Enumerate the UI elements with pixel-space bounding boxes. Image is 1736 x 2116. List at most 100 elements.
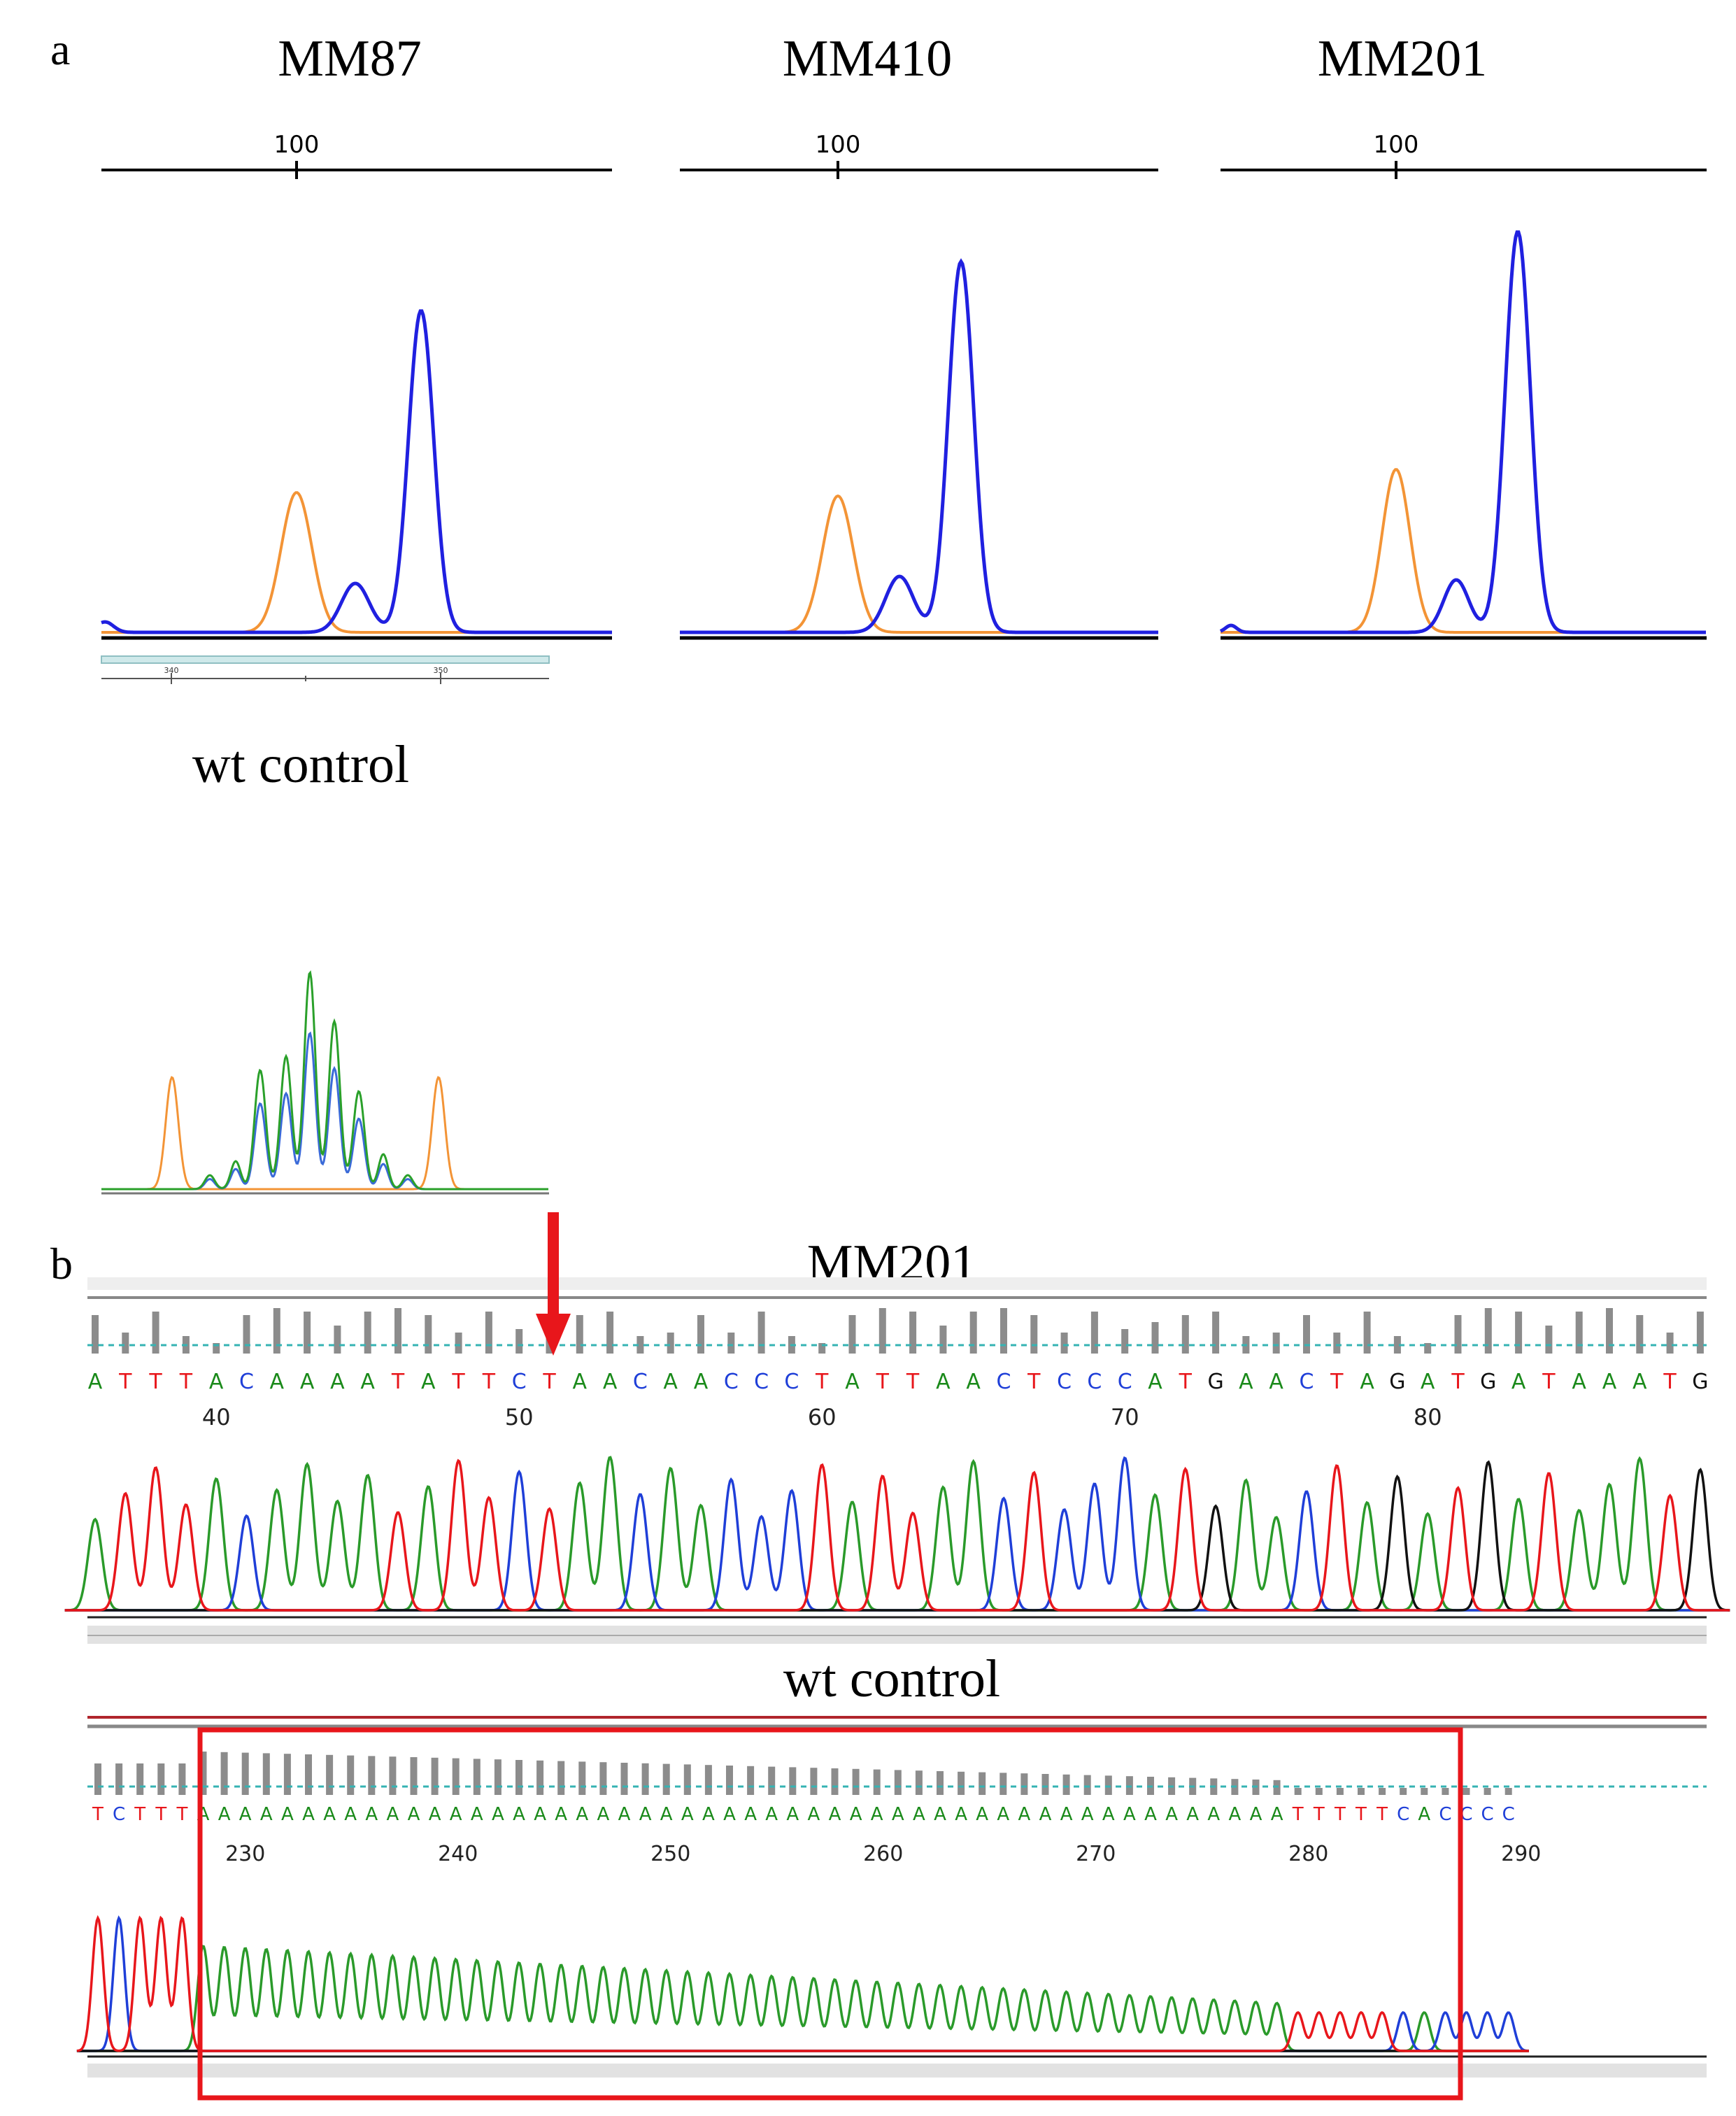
quality-bar [894,1770,902,1795]
sequence-position-label: 280 [1288,1842,1328,1866]
quality-bar [576,1315,583,1354]
base-call: A [209,1370,224,1394]
quality-bars [92,1308,1704,1354]
base-call: A [492,1804,504,1825]
quality-bar [273,1308,280,1354]
base-call: T [92,1804,104,1825]
quality-bar [1151,1322,1159,1354]
base-call: A [744,1804,757,1825]
base-call: T [906,1370,920,1394]
base-call: T [542,1370,556,1394]
quality-bar [636,1336,644,1354]
size-standard-peak [101,491,612,634]
fragment-traces [101,230,1706,634]
base-call: A [573,1370,588,1394]
base-call: A [723,1804,736,1825]
base-call: C [113,1804,125,1825]
wt-control-label-a: wt control [192,735,409,794]
quality-bar [747,1766,755,1795]
base-call: A [1018,1804,1031,1825]
base-call: T [391,1370,405,1394]
quality-bar [662,1763,670,1795]
base-call: A [1511,1370,1526,1394]
quality-bar [641,1763,649,1795]
base-call: A [408,1804,420,1825]
quality-bar [136,1763,144,1795]
base-call: T [1334,1804,1346,1825]
sequence-position-label: 80 [1414,1404,1442,1430]
sequence-position-label: 240 [438,1842,478,1866]
base-call: A [360,1370,375,1394]
base-call: C [512,1370,527,1394]
size-standard-peak [1221,468,1706,634]
mini-ruler-tick: 350 [434,666,448,675]
trace-T [64,1458,1730,1612]
quality-bar [243,1315,250,1354]
base-call: A [1421,1370,1435,1394]
base-call: C [724,1370,739,1394]
fragment-peak [680,258,1158,634]
fragment-peak [101,309,612,634]
size-ruler-mm201: 100 [1221,131,1707,179]
base-call: A [218,1804,231,1825]
quality-bar [1315,1788,1323,1795]
base-call: T [155,1804,166,1825]
quality-bar [1181,1315,1189,1354]
chromatogram-trace [76,1915,1529,2052]
quality-bar [1333,1333,1341,1354]
mini-size-ruler: 340 350 [101,655,550,684]
quality-bar [1424,1343,1432,1354]
base-call: T [1313,1804,1325,1825]
quality-bar [1504,1788,1512,1795]
base-call: C [1057,1370,1072,1394]
base-call: A [934,1804,946,1825]
base-call: A [850,1804,862,1825]
quality-bar [1294,1788,1302,1795]
sequence-position-label: 250 [650,1842,690,1866]
base-call: T [876,1370,890,1394]
base-call: A [681,1804,694,1825]
quality-bar [455,1333,462,1354]
base-call: A [936,1370,951,1394]
quality-bar [1020,1773,1028,1795]
quality-bar [1060,1333,1068,1354]
base-call: A [344,1804,357,1825]
base-call: A [421,1370,436,1394]
trace-A [76,1945,1529,2052]
sample-title-mm410: MM410 [783,30,953,87]
base-call: A [1081,1804,1094,1825]
base-call: C [1439,1804,1451,1825]
quality-bar [152,1312,159,1354]
base-call: A [829,1804,841,1825]
quality-bar [606,1312,614,1354]
quality-bar [620,1763,628,1795]
quality-bar [1636,1315,1644,1354]
quality-bar [667,1333,674,1354]
base-call: A [1148,1370,1162,1394]
base-call: A [955,1804,967,1825]
quality-bar [1421,1788,1428,1795]
base-call: C [633,1370,648,1394]
base-call: A [1250,1804,1262,1825]
base-call: A [1602,1370,1617,1394]
quality-bar [431,1757,439,1795]
quality-bar [241,1752,249,1795]
base-call: T [482,1370,496,1394]
quality-bar [1484,1308,1492,1354]
quality-bar [768,1766,776,1795]
quality-bar [599,1762,607,1795]
sequence-position-label: 270 [1076,1842,1116,1866]
position-labels: 40 50 60 70 80 [202,1404,1442,1430]
base-call: T [1451,1370,1465,1394]
quality-bar [1463,1788,1470,1795]
panel-a-label: a [50,24,70,74]
quality-bar [1272,1333,1280,1354]
base-call: A [1186,1804,1199,1825]
quality-bar [347,1755,355,1795]
base-call: A [270,1370,285,1394]
chromatogram-trace [64,1456,1730,1612]
base-call: C [239,1370,254,1394]
base-call: C [1481,1804,1494,1825]
base-call: T [176,1804,187,1825]
